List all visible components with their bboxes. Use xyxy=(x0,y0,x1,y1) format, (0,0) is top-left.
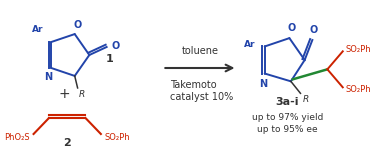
Text: R: R xyxy=(302,95,309,104)
Text: SO₂Ph: SO₂Ph xyxy=(105,134,130,142)
Text: 3a-i: 3a-i xyxy=(276,97,299,107)
Text: O: O xyxy=(287,23,296,33)
Text: 2: 2 xyxy=(63,138,71,148)
Text: SO₂Ph: SO₂Ph xyxy=(346,45,371,54)
Text: SO₂Ph: SO₂Ph xyxy=(346,85,371,94)
Text: O: O xyxy=(73,20,82,30)
Text: O: O xyxy=(309,25,317,35)
Text: Takemoto: Takemoto xyxy=(170,80,217,90)
Text: +: + xyxy=(59,87,70,101)
Text: PhO₂S: PhO₂S xyxy=(4,134,30,142)
Text: Ar: Ar xyxy=(32,25,43,34)
Text: catalyst 10%: catalyst 10% xyxy=(170,92,233,102)
Text: up to 95% ee: up to 95% ee xyxy=(257,125,318,134)
Text: up to 97% yield: up to 97% yield xyxy=(252,112,323,122)
Text: toluene: toluene xyxy=(181,46,218,56)
Text: N: N xyxy=(259,78,267,88)
Text: N: N xyxy=(44,72,52,82)
Text: 1: 1 xyxy=(106,54,114,64)
Text: O: O xyxy=(111,41,120,51)
Text: Ar: Ar xyxy=(244,40,255,49)
Text: R: R xyxy=(79,90,85,99)
